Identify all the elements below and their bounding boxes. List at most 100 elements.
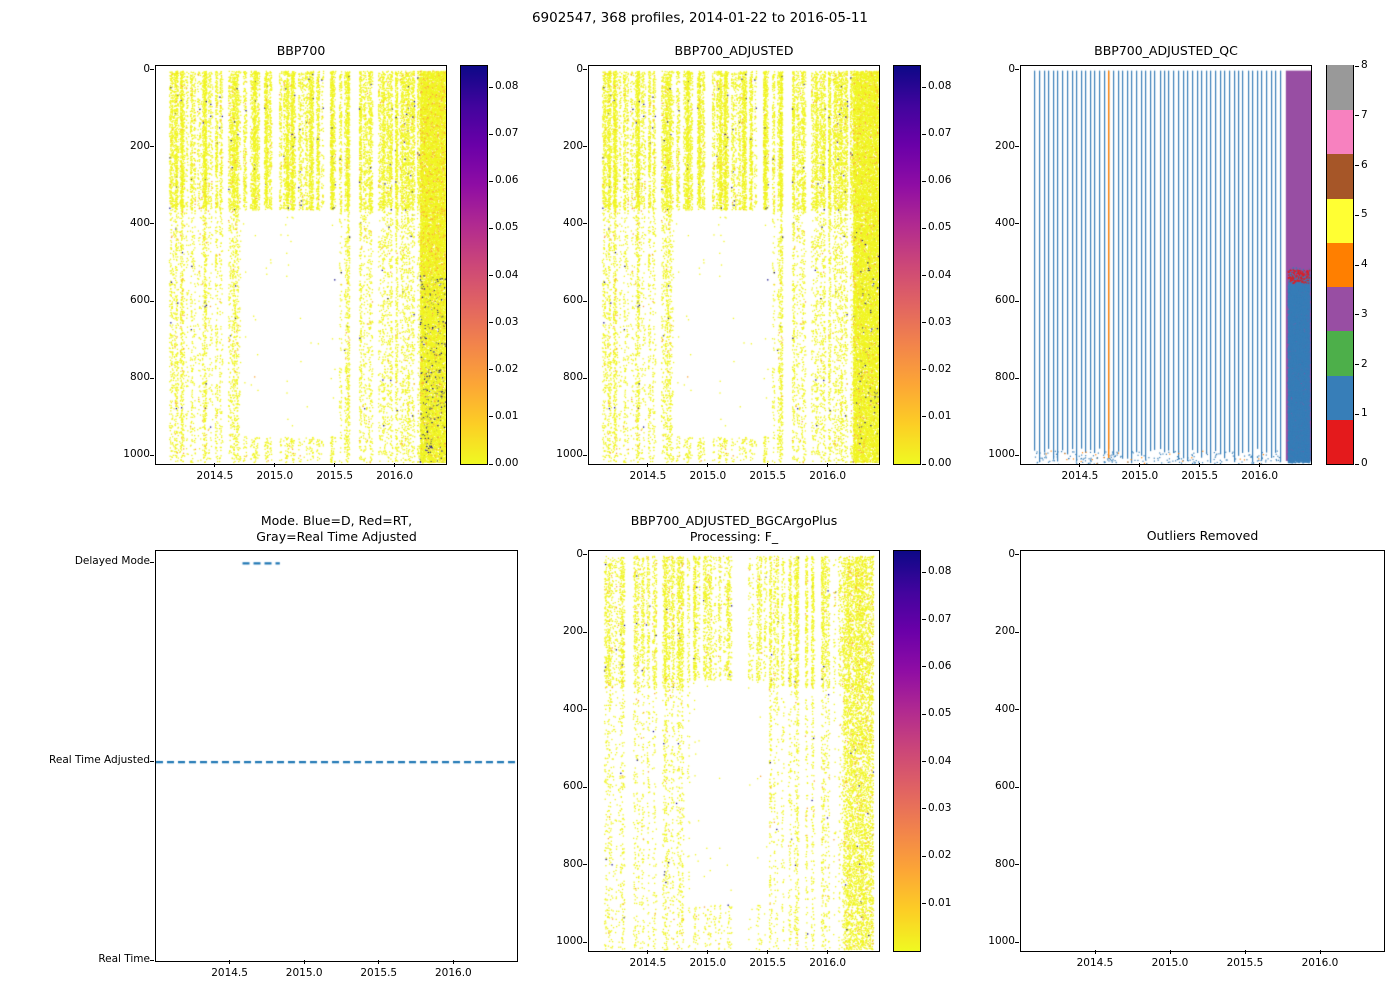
colorbar-bbp700-bgcargoplus: 0.01 0.02 0.03 0.04 0.05 0.06 0.07 0.08 [893,550,951,952]
colorbar-tick-mark [922,275,926,277]
panel-bbp700-bgcargoplus: BBP700_ADJUSTED_BGCArgoPlus Processing: … [556,513,951,969]
y-tick-mark [583,223,587,225]
x-tick-mark [1319,950,1321,954]
colorbar-tick-mark [922,666,926,668]
x-tick-label: 2016.0 [809,957,847,969]
x-tick-label: 2015.0 [256,470,294,482]
y-tick-mark [150,561,154,563]
colorbar-tick-label: 0.04 [928,754,952,767]
colorbar-qc-segment-1 [1327,374,1353,420]
x-tick-mark [1199,463,1201,467]
colorbar-tick-label: 0.04 [928,268,952,281]
colorbar-qc-segment-2 [1327,330,1353,376]
y-tick-label: 0 [1008,547,1015,560]
y-tick-mark [1015,709,1019,711]
y-tick-label: 600 [562,780,583,793]
y-tick-label: 800 [129,371,150,384]
colorbar-tick-label: 0.07 [928,127,952,140]
x-tick-mark [394,463,396,467]
panel-title-outliers-removed: Outliers Removed [1146,528,1259,543]
colorbar-gradient-bbp700-adjusted [894,66,920,464]
x-tick-label: 2014.5 [629,957,667,969]
y-tick-label: 800 [994,857,1015,870]
x-tick-label: 2015.5 [316,470,354,482]
x-tick-mark [214,463,216,467]
y-tick-label: 1000 [123,448,150,461]
colorbar-tick-mark [922,463,926,465]
y-tick-mark [583,300,587,302]
panel-title-mode: Mode. Blue=D, Red=RT, Gray=Real Time Adj… [256,513,417,544]
y-tick-mark [583,709,587,711]
x-tick-mark [378,960,380,964]
colorbar-qc-segment-8 [1327,65,1353,111]
x-tick-label: 2015.0 [285,967,323,979]
y-tick-label: 800 [562,857,583,870]
x-tick-mark [1244,950,1246,954]
x-tick-mark [647,463,649,467]
panel-title-bbp700: BBP700 [276,43,326,58]
y-tick-label: 400 [994,702,1015,715]
plot-area-bbp700-adjusted [588,65,880,465]
x-tick-mark [1259,463,1261,467]
y-tick-label: 800 [562,371,583,384]
colorbar-qc-flags: 0 1 2 3 4 5 6 7 8 [1326,59,1368,469]
y-tick-label: 200 [994,625,1015,638]
y-tick-label: 200 [129,139,150,152]
y-tick-mark [583,69,587,71]
x-tick-label: 2015.5 [1226,957,1264,969]
colorbar-tick-mark [922,133,926,135]
y-tick-label: 400 [562,216,583,229]
colorbar-qc-segment-7 [1327,109,1353,155]
scatter-canvas-bbp700 [156,66,446,464]
y-tick-label: 1000 [556,448,583,461]
colorbar-tick-label: 5 [1361,208,1368,221]
y-tick-label: 0 [143,62,150,75]
x-tick-mark [707,950,709,954]
x-tick-mark [1079,463,1081,467]
x-tick-mark [334,463,336,467]
colorbar-tick-mark [922,903,926,905]
x-tick-label: 2015.5 [1181,470,1219,482]
colorbar-tick-mark [922,180,926,182]
y-tick-mark [1015,786,1019,788]
colorbar-qc-segment-3 [1327,286,1353,332]
colorbar-tick-mark [922,227,926,229]
colorbar-tick-label: 0.02 [928,849,952,862]
colorbar-gradient-bbp700-bgcargoplus [894,551,920,951]
panel-mode: Mode. Blue=D, Red=RT, Gray=Real Time Adj… [49,513,518,979]
x-tick-label: 2014.5 [629,470,667,482]
colorbar-tick-label: 0.00 [928,457,952,469]
colorbar-tick-mark [922,86,926,88]
colorbar-tick-mark [1355,165,1359,166]
colorbar-tick-label: 0.07 [495,127,519,140]
y-tick-mark [1015,554,1019,556]
colorbar-tick-label: 0.01 [928,896,952,909]
colorbar-tick-label: 2 [1361,357,1368,370]
x-tick-label: 2016.0 [809,470,847,482]
colorbar-tick-mark [922,761,926,763]
colorbar-tick-mark [489,416,493,418]
y-tick-mark [583,454,587,456]
colorbar-tick-label: 0.03 [928,315,952,328]
colorbar-tick-label: 0.08 [928,80,952,93]
panel-title-bbp700-bgcargoplus: BBP700_ADJUSTED_BGCArgoPlus Processing: … [630,513,838,544]
y-tick-label: 600 [994,294,1015,307]
colorbar-tick-label: 0 [1361,457,1368,469]
y-tick-mark [1015,631,1019,633]
x-tick-label: 2016.0 [434,967,472,979]
colorbar-tick-mark [1355,314,1359,316]
x-tick-mark [767,463,769,467]
colorbar-tick-mark [1355,364,1359,365]
colorbar-tick-label: 1 [1361,407,1368,420]
empty-canvas-outliers-removed [1021,551,1384,951]
colorbar-tick-label: 3 [1361,307,1368,320]
x-tick-mark [1169,950,1171,954]
colorbar-tick-mark [922,369,926,371]
y-tick-mark [1015,69,1019,71]
y-tick-mark [150,959,154,961]
x-tick-mark [274,463,276,467]
y-tick-mark [150,146,154,148]
colorbar-qc-segment-0 [1327,418,1353,464]
colorbar-tick-label: 0.03 [928,801,952,814]
